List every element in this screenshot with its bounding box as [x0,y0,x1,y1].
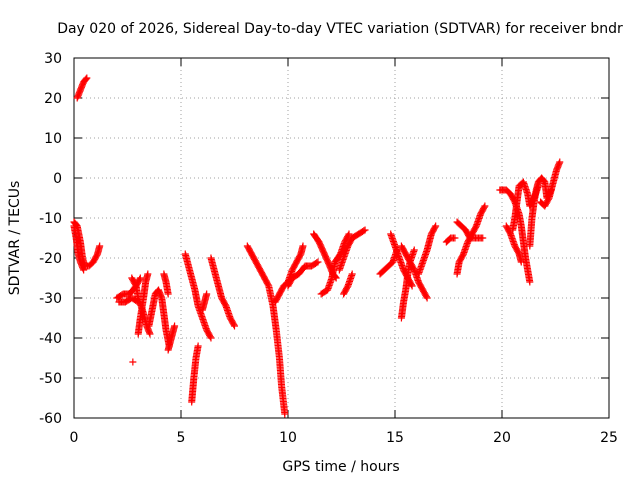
data-point [481,202,489,210]
data-point [96,242,104,250]
y-tick-labels: -60 -50 -40 -30 -20 -10 0 10 20 30 [39,51,62,427]
data-point [410,246,418,254]
y-tick-label: -10 [39,211,62,227]
x-tick-label: 0 [70,430,79,446]
x-tick-label: 5 [177,430,186,446]
data-point [231,322,238,330]
data-point [431,223,439,231]
data-point [203,290,211,298]
y-tick-label: 20 [44,91,62,107]
y-tick-label: 0 [53,171,62,187]
data-point [136,275,144,283]
data-point [344,231,352,239]
y-tick-label: -60 [39,411,62,427]
data-point [348,270,356,278]
y-tick-label: -40 [39,331,62,347]
data-point [281,410,289,418]
data-point [314,258,322,266]
x-tick-label: 10 [279,430,297,446]
data-point [171,322,179,330]
x-tick-label: 20 [493,430,511,446]
data-point [136,274,144,282]
data-point [432,222,440,230]
y-tick-label: 30 [44,51,62,67]
x-tick-labels: 0 5 10 15 20 25 [70,430,618,446]
data-point [146,330,154,338]
y-axis-label: SDTVAR / TECUs [7,181,23,296]
data-point [479,234,487,242]
x-axis-label: GPS time / hours [282,459,399,475]
data-point [423,294,431,302]
axis-ticks [73,57,610,419]
data-point [408,282,416,290]
data-point [206,333,214,341]
data-point [83,74,91,82]
data-point [299,242,307,250]
y-tick-label: -50 [39,371,62,387]
data-point [207,334,215,342]
data-point [556,158,564,166]
data-point [480,203,488,211]
data-point [360,227,368,235]
data-points [70,74,564,418]
data-point [345,230,353,238]
data-point [144,270,152,278]
data-point [164,290,172,298]
data-point [313,259,321,267]
data-point [361,226,369,234]
data-point [422,293,430,301]
data-point [230,321,238,329]
data-point [517,258,525,266]
y-tick-label: 10 [44,131,62,147]
data-point [129,358,137,366]
data-point [194,342,202,350]
data-point [80,266,88,274]
y-tick-label: -20 [39,251,62,267]
data-point [82,75,90,83]
chart-title: Day 020 of 2026, Sidereal Day-to-day VTE… [57,21,623,37]
data-point [451,234,459,242]
x-tick-label: 25 [600,430,618,446]
y-tick-label: -30 [39,291,62,307]
x-tick-label: 15 [386,430,404,446]
data-point [526,278,534,286]
